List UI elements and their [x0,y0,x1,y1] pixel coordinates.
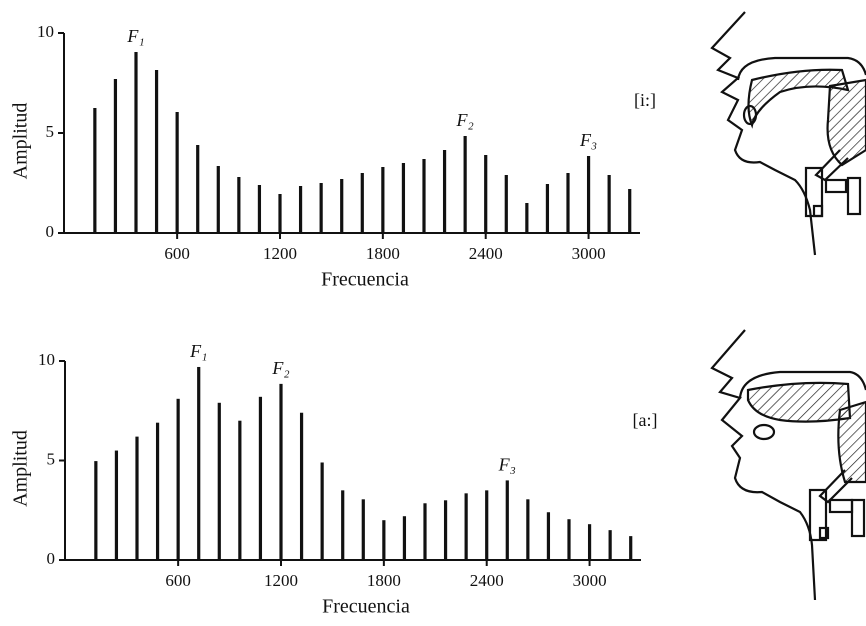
bar [341,490,345,560]
bar [258,396,263,560]
bar [587,524,592,560]
bar [361,499,365,560]
bar [238,420,242,560]
x-tick-label: 600 [165,571,191,590]
x-tick-label: 1200 [264,571,298,590]
bar [279,383,283,560]
bar [546,512,551,560]
formant-label: F₃ [498,455,516,475]
bar [485,490,489,560]
vocal-tract-i [710,11,866,256]
bar [629,536,633,560]
bar [566,173,570,233]
x-tick-label: 3000 [573,571,607,590]
bar [217,402,221,560]
x-tick-label: 3000 [572,244,606,263]
bar [113,79,118,233]
bar [320,462,324,560]
y-tick-label: 10 [37,22,54,41]
x-axis-label: Frecuencia [322,596,410,618]
bar [176,398,180,560]
bar [94,461,98,560]
bar [463,136,467,233]
x-tick-label: 2400 [470,571,504,590]
bar [504,175,508,233]
bar [196,145,200,233]
bar [257,185,262,233]
bar [505,480,509,560]
formant-label: F₃ [579,130,597,150]
bar [175,112,179,233]
vocal-tract-a [710,329,866,601]
bar [525,203,529,233]
phonetic-label: [i:] [634,90,656,110]
bar [443,500,448,560]
formant-label: F₁ [189,341,207,361]
x-tick-label: 2400 [469,244,503,263]
x-tick-label: 1800 [366,244,400,263]
formant-label: F₂ [456,110,474,130]
bar [154,70,159,233]
y-axis-label: Amplitud [10,430,32,507]
bar [278,194,282,233]
bar [134,52,138,233]
bar [319,183,323,233]
bar [135,436,139,560]
formant-label: F₁ [126,26,144,46]
bar [216,166,220,233]
bar [526,499,530,560]
phonetic-label: [a:] [633,410,658,430]
bar [423,503,427,560]
bar [628,189,632,233]
y-tick-label: 10 [38,350,55,369]
y-tick-label: 5 [47,449,56,468]
bar [382,520,386,560]
bar [237,177,241,233]
bar [442,150,447,233]
y-tick-label: 0 [47,549,56,568]
bar [608,530,612,560]
x-tick-label: 1800 [367,571,401,590]
bar [401,163,406,233]
bar [340,179,344,233]
bar [607,175,611,233]
bar [545,184,550,233]
y-tick-label: 5 [46,122,55,141]
bar [298,186,303,233]
x-tick-label: 600 [164,244,190,263]
y-tick-label: 0 [46,222,55,241]
bar [586,156,591,233]
bar [114,450,119,560]
bar [402,516,407,560]
bar [422,159,426,233]
bar [197,366,201,560]
bar [567,519,571,560]
bar [381,167,385,233]
bar [360,173,364,233]
bar [464,493,468,560]
bar [93,108,97,233]
x-tick-label: 1200 [263,244,297,263]
bar [155,422,160,560]
y-axis-label: Amplitud [10,103,32,180]
bar [484,155,488,233]
x-axis-label: Frecuencia [321,269,409,291]
bar [299,412,304,560]
formant-label: F₂ [271,358,289,378]
